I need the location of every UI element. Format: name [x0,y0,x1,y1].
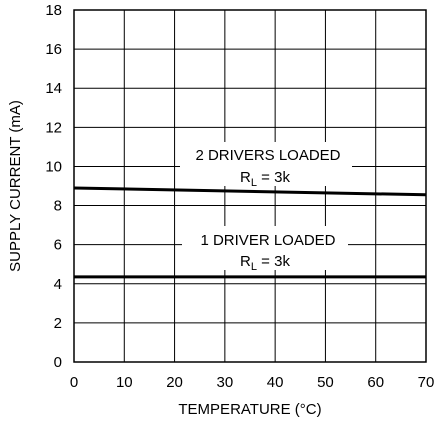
annotation-1-background [182,226,348,270]
x-tick-label: 30 [217,374,234,391]
annotation-1-r-value: = 3k [257,253,290,270]
tick-labels: 0 10 20 30 40 50 60 70 0 2 4 6 8 10 12 14 16 18 [45,2,434,391]
series-lines [73,186,427,279]
x-axis-label: TEMPERATURE (°C) [178,401,321,418]
annotation-1-r-subscript: L [251,261,257,273]
annotation-2-r-symbol: R [240,169,251,186]
x-tick-label: 40 [267,374,284,391]
annotation-1-line2: RL = 3k [240,253,290,273]
x-tick-label: 0 [70,374,78,391]
annotation-2-line1: 2 DRIVERS LOADED [195,147,340,164]
y-tick-label: 0 [54,354,62,371]
annotation-2-r-value: = 3k [257,169,290,186]
annotation-2-r-subscript: L [251,177,257,189]
y-tick-label: 18 [45,2,62,19]
series-line-1 [73,186,427,197]
x-tick-label: 20 [166,374,183,391]
y-tick-label: 6 [54,237,62,254]
x-tick-label: 10 [116,374,133,391]
annotation-2-line2: RL = 3k [240,169,290,189]
x-tick-label: 70 [418,374,435,391]
x-tick-label: 50 [317,374,334,391]
y-tick-label: 10 [45,158,62,175]
annotation-1-r-symbol: R [240,253,251,270]
annotation-1-line1: 1 DRIVER LOADED [200,232,335,249]
y-tick-label: 16 [45,41,62,58]
x-tick-label: 60 [367,374,384,391]
y-tick-label: 8 [54,198,62,215]
plot-frame [73,9,427,363]
y-tick-label: 4 [54,276,62,293]
y-axis-label: SUPPLY CURRENT (mA) [7,100,24,272]
y-tick-label: 14 [45,80,62,97]
annotation-2-background [180,142,352,186]
y-tick-label: 2 [54,315,62,332]
y-tick-label: 12 [45,119,62,136]
